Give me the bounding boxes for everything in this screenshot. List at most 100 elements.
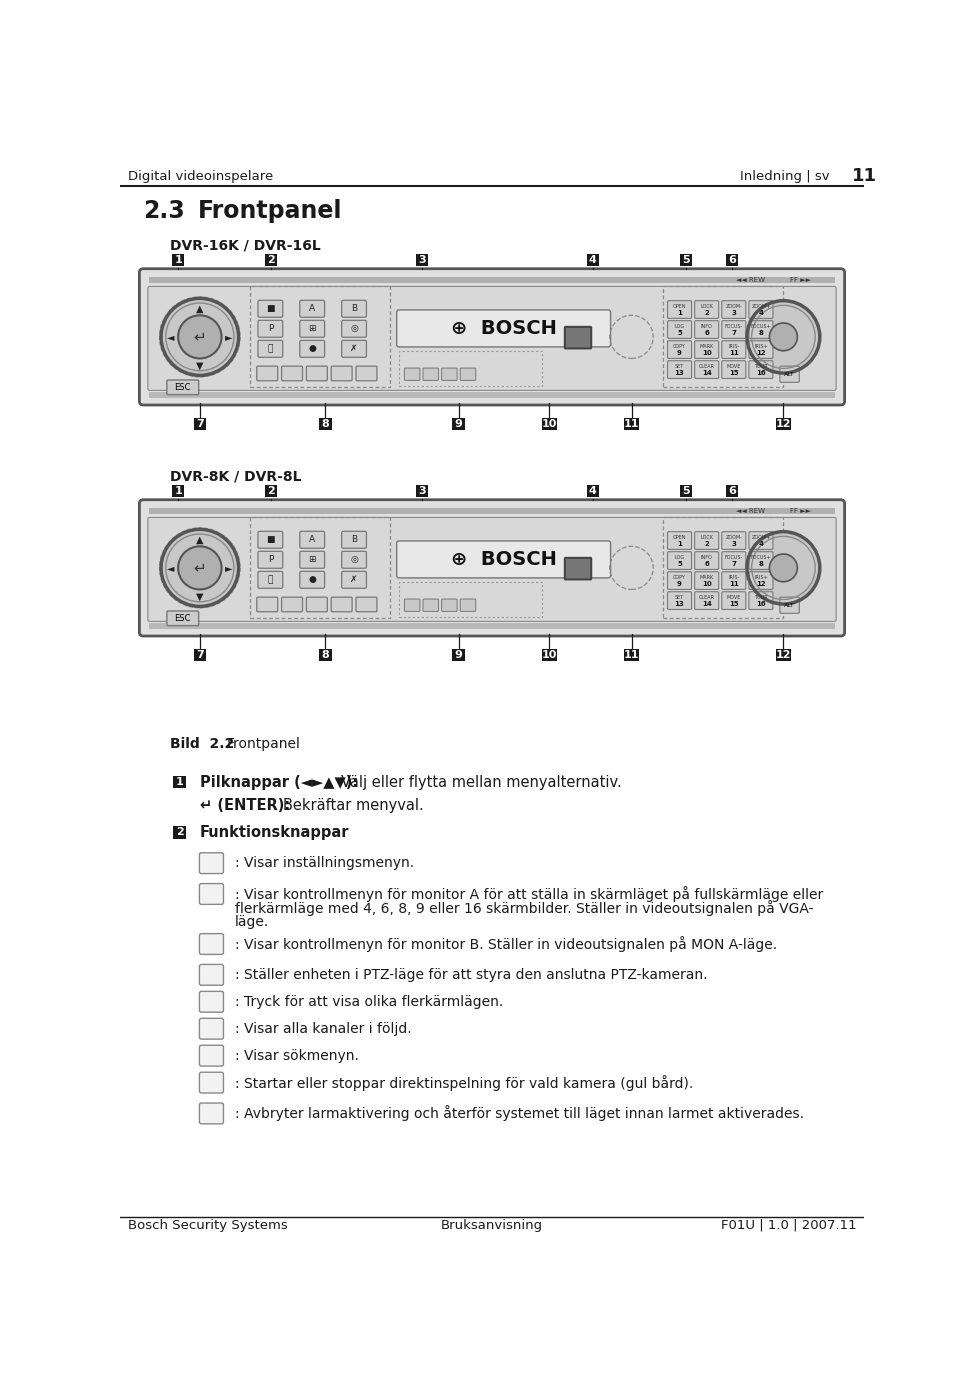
Text: 15: 15	[729, 370, 738, 376]
Text: ►: ►	[225, 563, 232, 572]
FancyBboxPatch shape	[423, 599, 439, 611]
Text: 3: 3	[419, 255, 426, 265]
Text: 7: 7	[732, 330, 736, 335]
FancyBboxPatch shape	[258, 301, 283, 317]
Text: ⊞: ⊞	[308, 556, 316, 564]
Text: 9: 9	[455, 650, 463, 660]
FancyBboxPatch shape	[726, 254, 738, 266]
FancyBboxPatch shape	[587, 485, 599, 498]
FancyBboxPatch shape	[200, 991, 224, 1012]
Text: 5: 5	[682, 255, 689, 265]
FancyBboxPatch shape	[396, 310, 611, 346]
FancyBboxPatch shape	[722, 360, 746, 378]
Text: ↵: ↵	[194, 560, 206, 575]
Text: 11: 11	[729, 349, 738, 356]
Text: 1: 1	[677, 541, 682, 546]
Text: ◄: ◄	[167, 331, 175, 342]
Text: SET: SET	[675, 365, 684, 369]
Text: TOUR: TOUR	[755, 595, 768, 600]
Text: B: B	[351, 535, 357, 545]
FancyBboxPatch shape	[680, 485, 692, 498]
Text: LOCK: LOCK	[700, 304, 713, 309]
FancyBboxPatch shape	[452, 649, 465, 661]
Text: A: A	[309, 305, 315, 313]
Text: 4: 4	[758, 541, 763, 546]
Text: Välj eller flytta mellan menyalternativ.: Välj eller flytta mellan menyalternativ.	[341, 775, 622, 790]
Text: Bosch Security Systems: Bosch Security Systems	[128, 1218, 287, 1232]
FancyBboxPatch shape	[564, 327, 591, 348]
FancyBboxPatch shape	[256, 366, 277, 381]
FancyBboxPatch shape	[200, 1019, 224, 1040]
FancyBboxPatch shape	[139, 500, 845, 636]
FancyBboxPatch shape	[200, 884, 224, 905]
Text: 4: 4	[588, 255, 597, 265]
Text: 11: 11	[852, 168, 877, 186]
Text: 2: 2	[267, 486, 275, 496]
Text: 12: 12	[756, 349, 766, 356]
Text: : Avbryter larmaktivering och återför systemet till läget innan larmet aktiverad: : Avbryter larmaktivering och återför sy…	[234, 1106, 804, 1121]
Text: 14: 14	[702, 370, 711, 376]
Text: 1: 1	[176, 778, 183, 787]
Text: : Startar eller stoppar direktinspelning för vald kamera (gul bård).: : Startar eller stoppar direktinspelning…	[234, 1074, 693, 1091]
FancyBboxPatch shape	[749, 592, 773, 610]
Circle shape	[161, 298, 239, 376]
FancyBboxPatch shape	[416, 254, 428, 266]
FancyBboxPatch shape	[200, 1103, 224, 1124]
Circle shape	[179, 316, 222, 359]
Text: 7: 7	[196, 650, 204, 660]
Text: : Visar sökmenyn.: : Visar sökmenyn.	[234, 1049, 359, 1063]
Circle shape	[770, 554, 798, 582]
Text: 10: 10	[541, 650, 557, 660]
FancyBboxPatch shape	[256, 597, 277, 611]
Text: 4: 4	[588, 486, 597, 496]
FancyBboxPatch shape	[194, 419, 206, 431]
Bar	[399, 582, 542, 617]
Text: 4: 4	[758, 309, 763, 316]
Text: 12: 12	[756, 581, 766, 586]
FancyBboxPatch shape	[265, 485, 277, 498]
FancyBboxPatch shape	[319, 419, 331, 431]
FancyBboxPatch shape	[174, 826, 186, 839]
Text: 3: 3	[732, 309, 736, 316]
FancyBboxPatch shape	[460, 369, 476, 380]
Text: Bekräftar menyval.: Bekräftar menyval.	[283, 798, 423, 814]
FancyBboxPatch shape	[564, 557, 591, 579]
FancyBboxPatch shape	[194, 649, 206, 661]
FancyBboxPatch shape	[258, 341, 283, 358]
FancyBboxPatch shape	[722, 592, 746, 610]
Text: 1: 1	[175, 486, 182, 496]
Text: Funktionsknappar: Funktionsknappar	[200, 825, 349, 840]
Text: FOCUS+: FOCUS+	[751, 554, 771, 560]
FancyBboxPatch shape	[695, 571, 719, 589]
FancyBboxPatch shape	[749, 301, 773, 319]
Text: 9: 9	[677, 581, 682, 586]
FancyBboxPatch shape	[695, 592, 719, 610]
Text: 15: 15	[729, 600, 738, 607]
FancyBboxPatch shape	[281, 597, 302, 611]
Text: INFO: INFO	[701, 324, 712, 328]
FancyBboxPatch shape	[667, 532, 691, 549]
FancyBboxPatch shape	[306, 366, 327, 381]
Text: CLEAR: CLEAR	[699, 595, 714, 600]
Text: ◎: ◎	[350, 556, 358, 564]
Text: FOCUS-: FOCUS-	[725, 554, 743, 560]
FancyBboxPatch shape	[167, 380, 199, 395]
Text: FOCUS-: FOCUS-	[725, 324, 743, 328]
FancyBboxPatch shape	[667, 571, 691, 589]
FancyBboxPatch shape	[695, 301, 719, 319]
Text: 1: 1	[677, 309, 682, 316]
FancyBboxPatch shape	[452, 419, 465, 431]
Text: 16: 16	[756, 600, 766, 607]
FancyBboxPatch shape	[174, 776, 186, 789]
Text: 9: 9	[455, 420, 463, 430]
Bar	[150, 277, 834, 283]
Circle shape	[161, 529, 239, 607]
Text: ✗: ✗	[350, 575, 358, 585]
Text: 12: 12	[776, 420, 791, 430]
Circle shape	[747, 532, 820, 604]
Text: : Visar kontrollmenyn för monitor A för att ställa in skärmläget på fullskärmläg: : Visar kontrollmenyn för monitor A för …	[234, 886, 823, 902]
Text: DVR-8K / DVR-8L: DVR-8K / DVR-8L	[170, 470, 301, 484]
Text: 14: 14	[702, 600, 711, 607]
FancyBboxPatch shape	[148, 287, 836, 391]
Bar	[251, 517, 390, 618]
